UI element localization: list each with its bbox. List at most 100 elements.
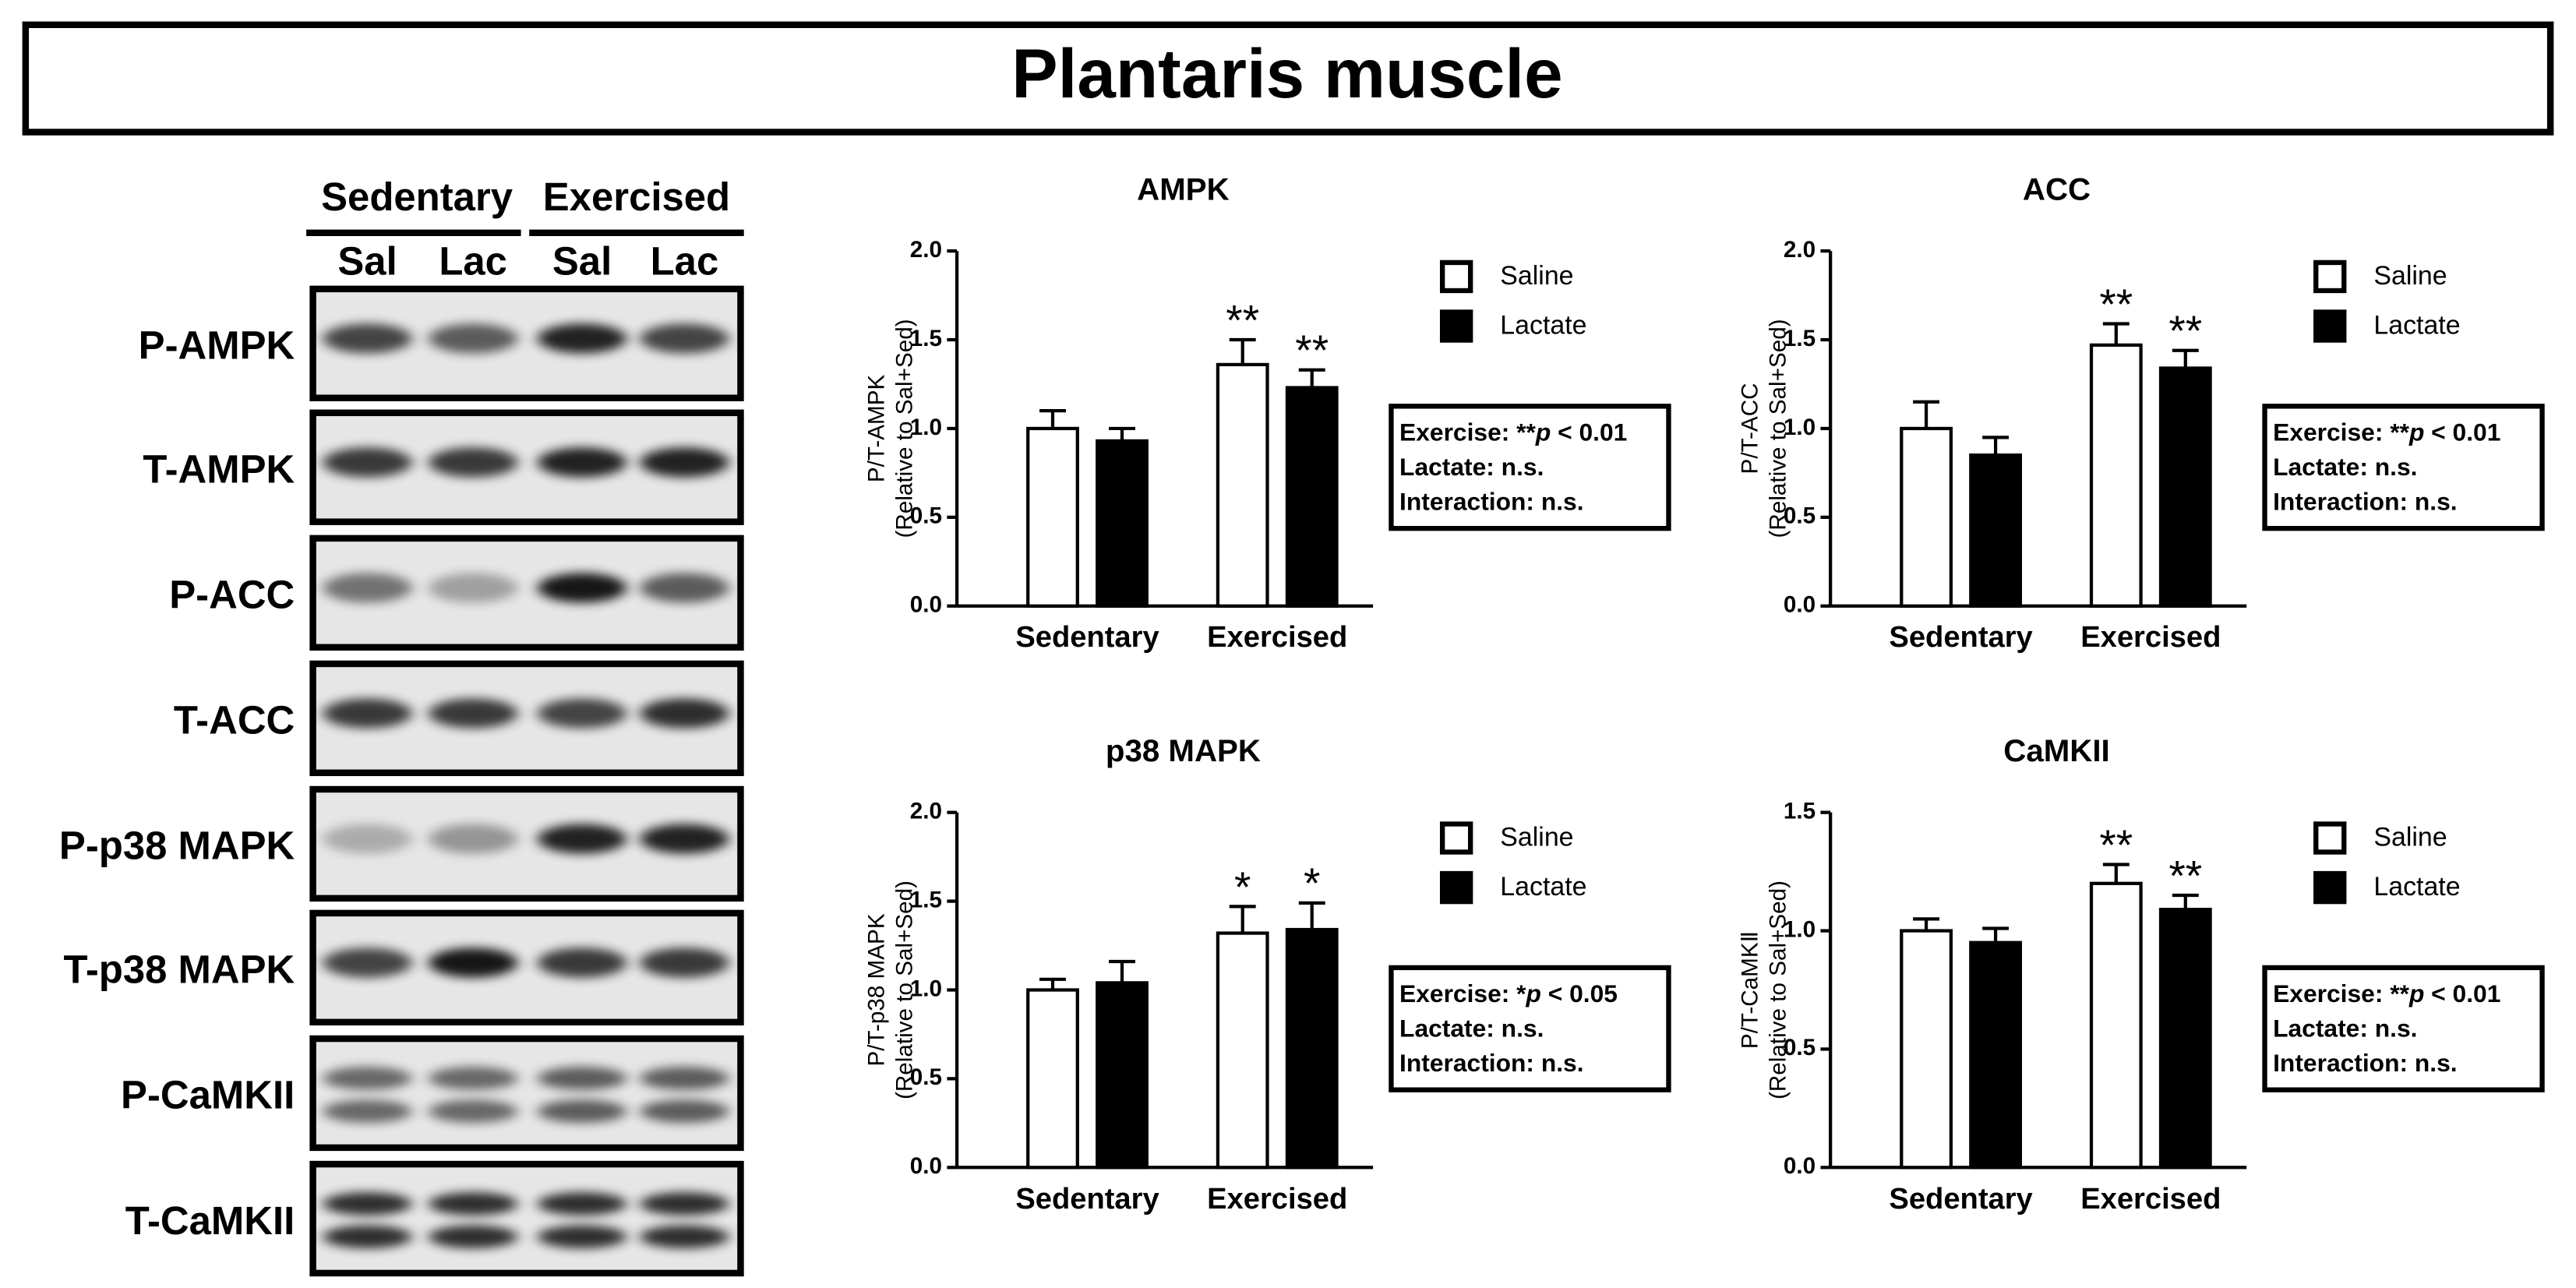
bar [1216, 362, 1269, 608]
y-tick-label: 0.0 [1784, 592, 1816, 618]
x-tick-label: Sedentary [1015, 1182, 1159, 1216]
blot-row-label: P-p38 MAPK [59, 824, 295, 868]
significance-marker: ** [2168, 306, 2202, 355]
bar [1285, 386, 1339, 608]
blot-band [640, 947, 729, 978]
significance-marker: * [1304, 859, 1320, 907]
legend-label: Saline [2373, 261, 2447, 291]
y-axis-label-line: P/T-p38 MAPK [863, 913, 889, 1066]
stats-text: p [1535, 418, 1551, 446]
blot-panel [309, 1035, 744, 1152]
blot-band [537, 698, 627, 729]
significance-marker: ** [2099, 280, 2133, 328]
blot-band [537, 1099, 627, 1124]
blot-band [640, 1225, 729, 1249]
x-tick-label: Sedentary [1889, 620, 2032, 654]
stats-line: Lactate: n.s. [1399, 453, 1544, 481]
blot-panel [309, 1160, 744, 1277]
y-axis-label-line: P/T-CaMKⅡ [1737, 931, 1763, 1049]
bar [1969, 453, 2022, 608]
stats-box [2262, 404, 2545, 531]
bar [1026, 988, 1079, 1170]
y-axis-label-line: (Relative to Sal+Sed) [891, 880, 917, 1099]
chart-title: CaMKII [2003, 733, 2109, 768]
blot-band [428, 947, 518, 978]
x-tick-label: Exercised [2080, 1182, 2221, 1216]
legend-swatch [2313, 309, 2347, 343]
blot-band [537, 824, 627, 854]
lane-label: Sal [552, 239, 612, 284]
blot-band [537, 1192, 627, 1216]
title-box [22, 21, 2554, 136]
blot-band [640, 698, 729, 729]
y-tick-label: 2.0 [910, 798, 942, 824]
blot-band [323, 573, 412, 603]
blot-band [537, 1225, 627, 1249]
y-axis-label: P/T-ACC (Relative to Sal+Sed) [1737, 319, 1791, 538]
y-axis-label-line: P/T-AMPK [863, 375, 889, 483]
stats-text: Lactate: n.s. [2273, 453, 2417, 481]
blot-band [428, 1099, 518, 1124]
legend-swatch [2313, 821, 2347, 855]
stats-text: Lactate: n.s. [1399, 453, 1544, 481]
bar [1216, 931, 1269, 1170]
significance-marker: ** [1295, 326, 1329, 374]
stats-line: Lactate: n.s. [1399, 1015, 1544, 1043]
stats-line: Exercise: **p < 0.01 [2273, 418, 2500, 446]
blot-band [537, 447, 627, 478]
legend-label: Saline [1500, 823, 1573, 852]
stats-line: Exercise: **p < 0.01 [2273, 979, 2500, 1007]
stats-text: < 0.05 [1541, 979, 1618, 1007]
stats-text: Exercise: ** [2273, 418, 2409, 446]
legend-swatch [1439, 821, 1473, 855]
blot-band [323, 824, 412, 854]
legend-label: Saline [2373, 823, 2447, 852]
blot-band [323, 1067, 412, 1090]
blot-row-label: T-CaMKII [125, 1198, 295, 1243]
blot-band [428, 573, 518, 603]
y-tick-label: 0.0 [910, 1153, 942, 1179]
significance-marker: ** [1226, 295, 1259, 344]
stats-text: Lactate: n.s. [1399, 1015, 1544, 1043]
x-tick-label: Exercised [1207, 1182, 1347, 1216]
stats-line: Exercise: **p < 0.01 [1399, 418, 1627, 446]
y-tick-label: 0.5 [1784, 1035, 1816, 1060]
blot-row-label: P-CaMKII [121, 1073, 295, 1117]
legend-label: Lactate [1500, 311, 1586, 341]
figure-title: Plantaris muscle [1011, 34, 1562, 112]
blot-row-label: T-AMPK [143, 447, 295, 492]
lane-label: Lac [439, 239, 507, 284]
blot-band [537, 947, 627, 978]
blot-band [640, 447, 729, 478]
stats-text: Exercise: ** [1399, 418, 1536, 446]
chart-title: ACC [2023, 171, 2091, 206]
blot-band [323, 1225, 412, 1249]
stats-line: Exercise: *p < 0.05 [1399, 979, 1618, 1007]
significance-marker: ** [2168, 851, 2202, 899]
stats-text: < 0.01 [2424, 418, 2500, 446]
bar [1969, 940, 2022, 1170]
y-axis-label-line: (Relative to Sal+Sed) [1765, 319, 1791, 538]
blot-band [323, 447, 412, 478]
bar [1285, 927, 1339, 1170]
group-label: Sedentary [321, 175, 513, 219]
legend-label: Lactate [1500, 872, 1586, 902]
y-tick-label: 1.5 [1784, 798, 1816, 824]
blot-band [428, 1225, 518, 1249]
y-tick-label: 0.0 [910, 592, 942, 618]
stats-text: Exercise: * [1399, 979, 1526, 1007]
bar [2158, 908, 2212, 1170]
y-tick-label: 1.5 [910, 326, 942, 351]
stats-line: Interaction: n.s. [1399, 1049, 1584, 1077]
legend-label: Saline [1500, 261, 1573, 291]
significance-marker: * [1234, 863, 1251, 911]
legend-swatch [1439, 870, 1473, 905]
stats-box [1389, 965, 1671, 1092]
y-axis-label-line: P/T-ACC [1737, 383, 1763, 474]
stats-text: < 0.01 [2424, 979, 2500, 1007]
y-axis-label-line: (Relative to Sal+Sed) [891, 319, 917, 538]
stats-text: p [1526, 979, 1541, 1007]
lane-label: Sal [337, 239, 397, 284]
stats-text: p [2408, 418, 2424, 446]
